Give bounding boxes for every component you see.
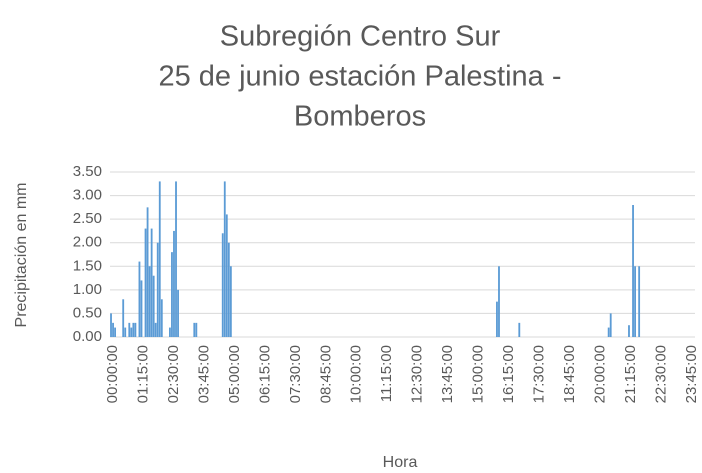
x-tick-label: 16:15:00 bbox=[500, 345, 517, 403]
bar bbox=[132, 322, 135, 337]
bar bbox=[124, 327, 127, 337]
y-tick-label: 2.50 bbox=[73, 210, 102, 227]
y-tick-label: 1.00 bbox=[73, 281, 102, 298]
bar bbox=[632, 205, 634, 337]
bar bbox=[223, 181, 226, 337]
bar bbox=[609, 313, 612, 337]
bar bbox=[148, 266, 151, 337]
bar bbox=[140, 280, 143, 337]
bar bbox=[122, 299, 125, 337]
bar bbox=[195, 322, 198, 337]
bar bbox=[634, 266, 636, 337]
bar bbox=[607, 327, 610, 337]
bar bbox=[498, 266, 500, 337]
x-tick-label: 02:30:00 bbox=[165, 345, 182, 403]
bar bbox=[496, 301, 498, 337]
bar bbox=[177, 289, 179, 337]
bar bbox=[175, 181, 177, 337]
bar bbox=[152, 275, 155, 337]
bar bbox=[114, 327, 116, 337]
x-tick-label: 12:30:00 bbox=[409, 345, 426, 403]
bar bbox=[225, 214, 228, 337]
y-tick-label: 3.00 bbox=[73, 187, 102, 204]
bar bbox=[156, 242, 159, 337]
chart-title: Bomberos bbox=[294, 101, 426, 133]
bar bbox=[128, 322, 131, 337]
bar bbox=[628, 325, 630, 337]
bar bbox=[160, 299, 163, 337]
chart-title: 25 de junio estación Palestina - bbox=[158, 61, 561, 93]
y-tick-label: 0.00 bbox=[73, 328, 102, 345]
bar bbox=[150, 228, 153, 337]
x-tick-label: 03:45:00 bbox=[195, 345, 212, 403]
x-tick-label: 06:15:00 bbox=[256, 345, 273, 403]
bar bbox=[173, 230, 175, 337]
y-tick-label: 2.00 bbox=[73, 234, 102, 251]
x-tick-label: 17:30:00 bbox=[531, 345, 548, 403]
x-tick-label: 22:30:00 bbox=[652, 345, 669, 403]
x-tick-label: 21:15:00 bbox=[622, 345, 639, 403]
y-tick-label: 1.50 bbox=[73, 257, 102, 274]
y-tick-label: 0.50 bbox=[73, 304, 102, 321]
x-tick-label: 23:45:00 bbox=[683, 345, 700, 403]
x-tick-label: 15:00:00 bbox=[470, 345, 487, 403]
x-tick-label: 18:45:00 bbox=[561, 345, 578, 403]
x-tick-label: 11:15:00 bbox=[378, 345, 395, 402]
x-tick-label: 10:00:00 bbox=[348, 345, 365, 403]
y-tick-label: 3.50 bbox=[73, 163, 102, 180]
bar bbox=[169, 327, 171, 337]
bar bbox=[138, 261, 141, 337]
x-tick-label: 08:45:00 bbox=[317, 345, 334, 403]
bar bbox=[112, 322, 114, 337]
bar bbox=[158, 181, 161, 337]
x-tick-label: 07:30:00 bbox=[287, 345, 304, 403]
bar bbox=[134, 322, 137, 337]
bar bbox=[144, 228, 147, 337]
bar bbox=[193, 322, 196, 337]
x-tick-label: 01:15:00 bbox=[134, 345, 151, 403]
bar bbox=[146, 207, 149, 337]
bar bbox=[130, 327, 133, 337]
x-tick-label: 20:00:00 bbox=[591, 345, 608, 403]
bar bbox=[171, 252, 173, 337]
bar bbox=[221, 233, 224, 337]
chart-title: Subregión Centro Sur bbox=[220, 21, 501, 53]
bar bbox=[518, 322, 521, 337]
bar bbox=[154, 322, 157, 337]
x-tick-label: 05:00:00 bbox=[226, 345, 243, 403]
x-tick-label: 00:00:00 bbox=[104, 345, 121, 403]
x-axis-label: Hora bbox=[383, 454, 418, 471]
y-axis-label: Precipitación en mm bbox=[13, 183, 30, 328]
bar bbox=[229, 266, 232, 337]
bar bbox=[227, 242, 230, 337]
x-tick-label: 13:45:00 bbox=[439, 345, 456, 403]
bar bbox=[110, 313, 112, 337]
bar bbox=[638, 266, 641, 337]
